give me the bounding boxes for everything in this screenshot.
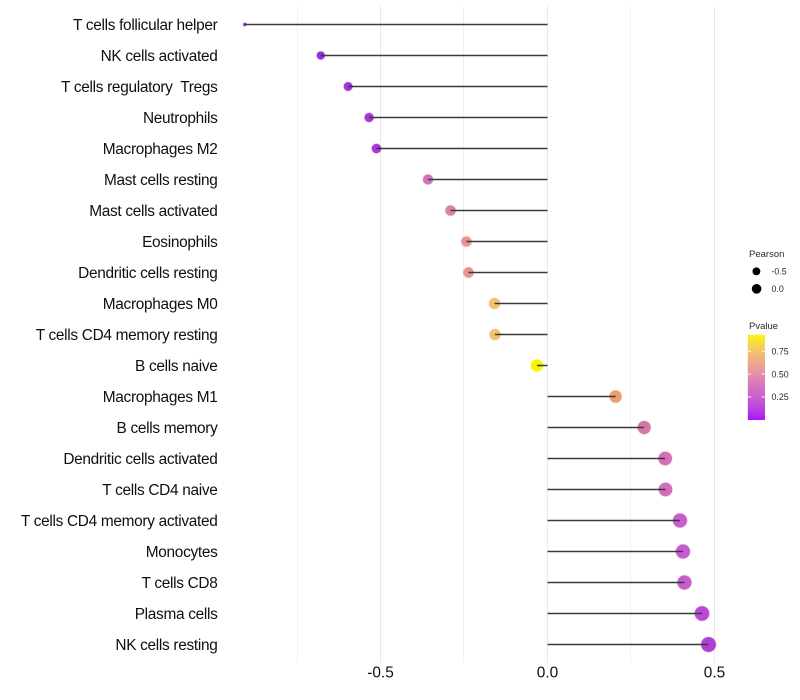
svg-text:T cells follicular helper: T cells follicular helper: [73, 17, 218, 34]
svg-text:Dendritic cells resting: Dendritic cells resting: [78, 265, 217, 282]
svg-text:T cells CD8: T cells CD8: [142, 575, 218, 592]
svg-text:0.75: 0.75: [772, 347, 789, 357]
svg-text:Mast cells activated: Mast cells activated: [89, 203, 217, 220]
svg-text:0.50: 0.50: [772, 369, 789, 379]
svg-text:B cells naive: B cells naive: [135, 358, 218, 375]
svg-text:Pearson: Pearson: [749, 249, 784, 260]
svg-text:Pvalue: Pvalue: [749, 321, 778, 332]
svg-text:0.25: 0.25: [772, 392, 789, 402]
svg-text:Monocytes: Monocytes: [146, 544, 218, 561]
svg-text:T cells CD4 memory resting: T cells CD4 memory resting: [36, 327, 218, 344]
svg-text:Macrophages M0: Macrophages M0: [103, 296, 218, 313]
svg-text:T cells CD4 memory activated: T cells CD4 memory activated: [21, 513, 218, 530]
svg-text:NK cells resting: NK cells resting: [115, 637, 217, 654]
svg-text:Plasma cells: Plasma cells: [135, 606, 218, 623]
svg-text:Mast cells resting: Mast cells resting: [104, 172, 218, 189]
svg-text:0.5: 0.5: [704, 665, 725, 682]
svg-text:-0.5: -0.5: [772, 267, 787, 277]
svg-text:Dendritic cells activated: Dendritic cells activated: [63, 451, 217, 468]
svg-text:Neutrophils: Neutrophils: [143, 110, 218, 127]
svg-text:Macrophages M2: Macrophages M2: [103, 141, 218, 158]
svg-text:Eosinophils: Eosinophils: [142, 234, 218, 251]
svg-text:T cells regulatory Tregs: T cells regulatory Tregs: [61, 79, 218, 96]
svg-text:NK cells activated: NK cells activated: [101, 48, 218, 65]
svg-text:T cells CD4 naive: T cells CD4 naive: [102, 482, 217, 499]
svg-text:0.0: 0.0: [772, 284, 784, 294]
svg-text:0.0: 0.0: [537, 665, 558, 682]
svg-text:B cells memory: B cells memory: [117, 420, 219, 437]
svg-text:-0.5: -0.5: [367, 665, 394, 682]
svg-text:Macrophages M1: Macrophages M1: [103, 389, 218, 406]
